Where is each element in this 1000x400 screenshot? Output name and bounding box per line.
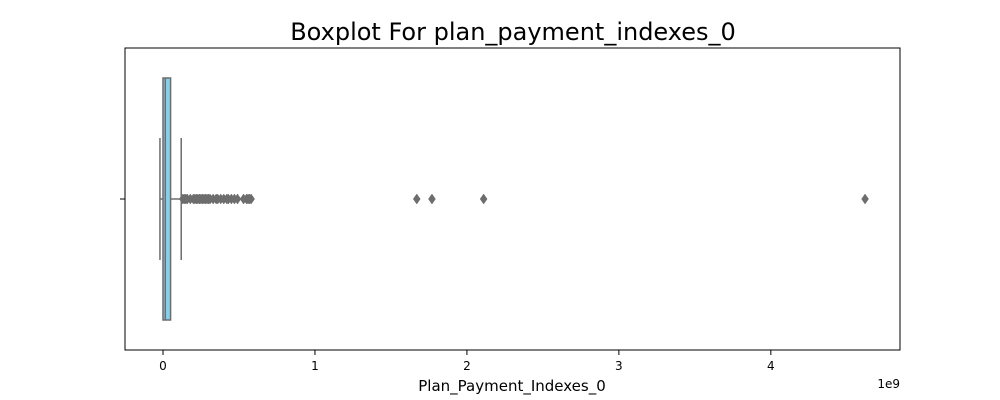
x-tick-label: 0 xyxy=(159,359,167,373)
plot-area xyxy=(159,77,869,321)
x-tick-label: 2 xyxy=(463,359,471,373)
x-axis-scale-label: 1e9 xyxy=(877,377,900,391)
x-axis-label: Plan_Payment_Indexes_0 xyxy=(418,377,606,396)
x-tick-label: 3 xyxy=(615,359,623,373)
outlier-point xyxy=(428,193,436,205)
iqr-box xyxy=(162,77,172,321)
outlier-point xyxy=(233,193,242,205)
outlier-point xyxy=(247,193,255,205)
chart-title: Boxplot For plan_payment_indexes_0 xyxy=(290,18,736,46)
outlier-point xyxy=(412,193,421,205)
x-axis: 0 1 2 3 4 xyxy=(159,350,775,373)
x-tick-label: 1 xyxy=(311,359,319,373)
outlier-point xyxy=(479,193,488,205)
x-tick-label: 4 xyxy=(767,359,775,373)
outlier-point xyxy=(861,193,869,205)
